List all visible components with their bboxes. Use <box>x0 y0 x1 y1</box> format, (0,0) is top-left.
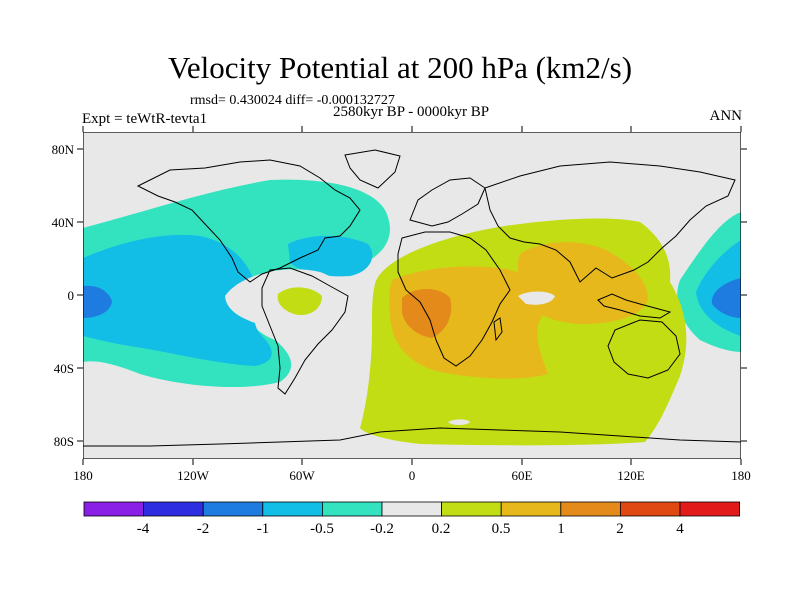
colorbar-swatch <box>620 501 681 517</box>
neutral-pocket <box>225 269 347 356</box>
y-axis-labels: 80N 40N 0 40S 80S <box>52 142 75 449</box>
neutral-pocket <box>518 291 555 305</box>
coastline-indonesia <box>597 293 672 319</box>
colorbar-swatch <box>381 501 442 517</box>
coastline-asia <box>484 161 736 283</box>
season-label: ANN <box>709 108 743 124</box>
y-tick-label: 80S <box>54 434 74 449</box>
y-tick-label: 40N <box>52 215 75 230</box>
colorbar-label: -1 <box>257 521 270 537</box>
negative-region-strong <box>711 278 741 318</box>
colorbar-swatch <box>262 501 323 517</box>
x-tick-label: 180 <box>731 468 751 483</box>
experiment-label: Expt = teWtR-tevta1 <box>82 111 208 127</box>
y-tick-label: 80N <box>52 142 75 157</box>
colorbar-swatch <box>202 501 264 517</box>
colorbar-label: -0.5 <box>310 521 334 537</box>
colorbar <box>83 501 740 517</box>
coastline-south-america <box>261 267 349 395</box>
colorbar-labels: -4 -2 -1 -0.5 -0.2 0.2 0.5 1 2 4 <box>137 521 685 537</box>
coastline-madagascar <box>493 317 503 342</box>
statistics-label: rmsd= 0.430024 diff= -0.000132727 <box>190 93 395 108</box>
positive-region-mid <box>517 242 648 324</box>
coastline-australia <box>607 319 681 379</box>
negative-region-strong <box>83 285 112 318</box>
x-tick-label: 120E <box>617 468 645 483</box>
x-axis-labels: 180 120W 60W 0 60E 120E 180 <box>73 468 751 483</box>
colorbar-label: 2 <box>616 521 624 537</box>
colorbar-label: 4 <box>676 521 684 537</box>
colorbar-label: -0.2 <box>370 521 394 537</box>
x-tick-label: 60E <box>512 468 533 483</box>
colorbar-label: 1 <box>557 521 565 537</box>
colorbar-swatch <box>321 501 383 517</box>
map-title: Velocity Potential at 200 hPa (km2/s) <box>167 50 633 85</box>
positive-region-weak <box>277 287 322 316</box>
x-tick-label: 120W <box>177 468 210 483</box>
y-tick-label: 40S <box>54 361 74 376</box>
colorbar-swatch <box>679 501 740 517</box>
colorbar-swatch <box>500 501 562 517</box>
x-tick-label: 0 <box>409 468 416 483</box>
colorbar-label: -4 <box>137 521 150 537</box>
coastline-greenland <box>344 149 401 189</box>
axis-ticks <box>77 126 747 465</box>
period-subtitle: 2580kyr BP - 0000kyr BP <box>332 104 490 120</box>
colorbar-label: 0.2 <box>432 521 451 537</box>
colorbar-swatch <box>83 501 144 517</box>
colorbar-label: -2 <box>197 521 210 537</box>
coastline-africa <box>397 231 511 367</box>
coastlines <box>83 149 741 447</box>
colorbar-swatch <box>560 501 621 517</box>
colorbar-swatch <box>441 501 502 517</box>
neutral-pocket <box>448 419 470 425</box>
negative-region-mid <box>83 234 272 366</box>
y-tick-label: 0 <box>68 288 75 303</box>
colorbar-label: 0.5 <box>492 521 511 537</box>
map-field <box>83 132 741 459</box>
x-tick-label: 60W <box>289 468 315 483</box>
negative-region-mid <box>288 235 373 277</box>
coastline-north-america <box>136 159 361 283</box>
x-tick-label: 180 <box>73 468 93 483</box>
coastline-antarctica <box>83 427 741 447</box>
colorbar-swatch <box>143 501 204 517</box>
